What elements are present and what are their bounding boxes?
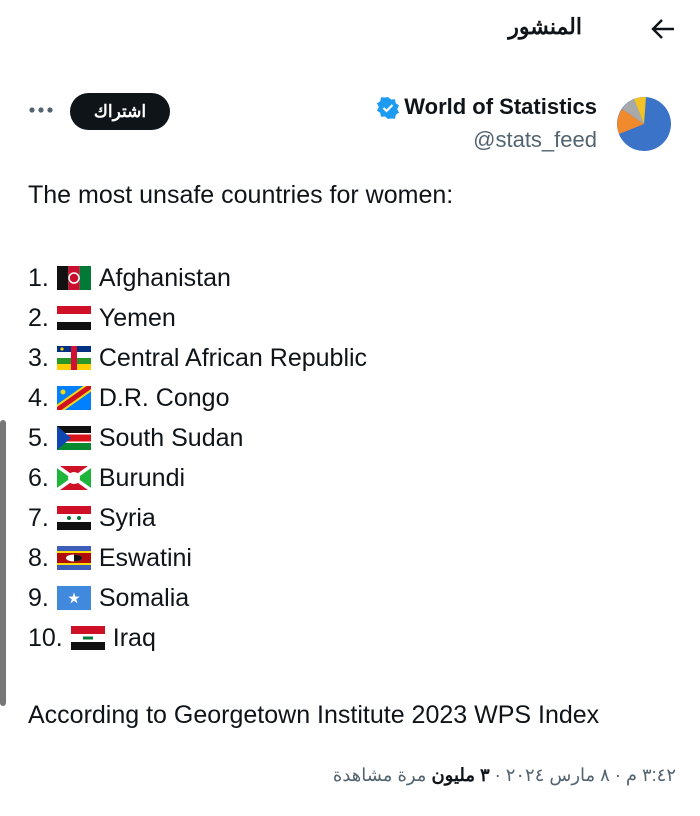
country: Somalia xyxy=(98,583,190,612)
list-item: 4. D.R. Congo xyxy=(28,378,367,418)
rank: 1. xyxy=(28,263,49,292)
country: Burundi xyxy=(98,463,186,492)
flag xyxy=(56,506,91,530)
flag xyxy=(70,626,105,650)
avatar[interactable] xyxy=(616,96,672,152)
list-item: 3. Central African Republic xyxy=(28,338,367,378)
country: Yemen xyxy=(98,303,176,332)
post-source: According to Georgetown Institute 2023 W… xyxy=(28,701,600,729)
rank: 2. xyxy=(28,303,49,332)
post-intro: The most unsafe countries for women: xyxy=(28,181,454,209)
scrollbar xyxy=(0,420,6,706)
rank: 9. xyxy=(28,583,49,612)
rank: 10. xyxy=(28,623,63,652)
flag xyxy=(56,546,91,570)
country-list: 1. Afghanistan 2. Yemen 3. Central Afric… xyxy=(28,258,367,658)
list-item: 8. Eswatini xyxy=(28,538,367,578)
country: Eswatini xyxy=(98,543,192,572)
flag xyxy=(56,586,91,610)
list-item: 7. Syria xyxy=(28,498,367,538)
country: South Sudan xyxy=(98,423,244,452)
view-count: ٣ مليون xyxy=(431,765,490,785)
flag xyxy=(56,346,91,370)
list-item: 10. Iraq xyxy=(28,618,367,658)
flag xyxy=(56,306,91,330)
back-button[interactable] xyxy=(650,16,676,42)
rank: 3. xyxy=(28,343,49,372)
post-meta: ٣:٤٢ م · ٨ مارس ٢٠٢٤ · ٣ مليون مرة مشاهد… xyxy=(333,765,676,786)
list-item: 9. Somalia xyxy=(28,578,367,618)
list-item: 5. South Sudan xyxy=(28,418,367,458)
list-item: 6. Burundi xyxy=(28,458,367,498)
rank: 4. xyxy=(28,383,49,412)
flag xyxy=(56,466,91,490)
country: Central African Republic xyxy=(98,343,368,372)
country: Iraq xyxy=(112,623,156,652)
country: Syria xyxy=(98,503,156,532)
flag xyxy=(56,426,91,450)
verified-badge xyxy=(377,97,399,119)
rank: 6. xyxy=(28,463,49,492)
page-title: المنشور xyxy=(508,14,582,39)
country: Afghanistan xyxy=(98,263,231,292)
flag xyxy=(56,386,91,410)
post-time[interactable]: ٣:٤٢ م · ٨ مارس ٢٠٢٤ · xyxy=(494,765,676,785)
list-item: 1. Afghanistan xyxy=(28,258,367,298)
subscribe-button[interactable]: اشتراك xyxy=(70,93,170,130)
rank: 7. xyxy=(28,503,49,532)
view-label: مرة مشاهدة xyxy=(332,765,427,785)
rank: 8. xyxy=(28,543,49,572)
list-item: 2. Yemen xyxy=(28,298,367,338)
country: D.R. Congo xyxy=(98,383,230,412)
author-name[interactable]: World of Statistics xyxy=(404,94,597,119)
rank: 5. xyxy=(28,423,49,452)
flag xyxy=(56,266,91,290)
more-button[interactable] xyxy=(28,98,56,122)
author-handle[interactable]: @stats_feed xyxy=(473,127,597,152)
